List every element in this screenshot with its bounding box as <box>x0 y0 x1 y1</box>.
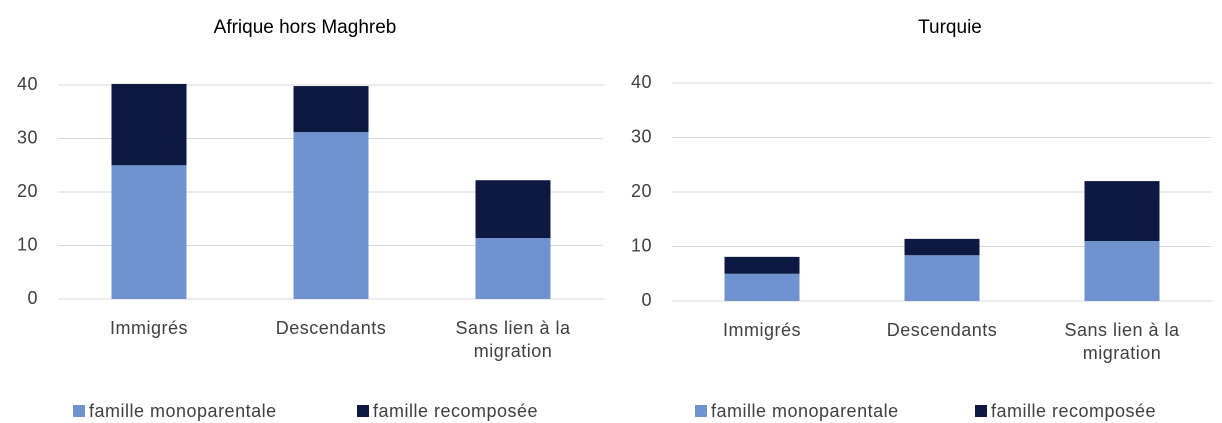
y-tick-label: 0 <box>27 288 38 308</box>
bar-segment <box>475 180 551 239</box>
x-tick-label-text: Sans lien à la migration <box>1064 320 1180 363</box>
legend-label: famille recomposée <box>991 401 1156 421</box>
x-tick-label: Descendants <box>275 318 387 338</box>
legend-label: famille monoparentale <box>89 401 277 421</box>
bar-segment <box>111 165 187 299</box>
chart-title: Turquie <box>918 17 982 38</box>
x-tick-label-text: Sans lien à la migration <box>455 318 571 361</box>
y-tick-label: 10 <box>17 234 38 254</box>
chart-title: Afrique hors Maghreb <box>214 17 397 38</box>
y-tick-label: 20 <box>631 181 652 201</box>
y-tick-label: 40 <box>631 72 652 92</box>
legend-swatch <box>695 405 707 417</box>
bar-segment <box>724 273 800 301</box>
bar-segment <box>904 238 980 256</box>
bar-segment <box>1084 181 1160 242</box>
x-tick-label: Immigrés <box>109 318 188 338</box>
x-tick-label-text: Descendants <box>275 318 387 338</box>
x-tick-label: Descendants <box>886 320 998 340</box>
bar-segment <box>904 255 980 301</box>
legend-swatch <box>357 405 369 417</box>
bar-segment <box>293 132 369 299</box>
legend-swatch <box>73 405 85 417</box>
y-tick-label: 0 <box>641 290 652 310</box>
legend-label: famille monoparentale <box>711 401 899 421</box>
y-tick-label: 30 <box>17 127 38 147</box>
bar-segment <box>724 256 800 274</box>
x-tick-label: Immigrés <box>722 320 801 340</box>
y-tick-label: 20 <box>17 181 38 201</box>
legend-label: famille recomposée <box>373 401 538 421</box>
x-tick-label-text: Descendants <box>886 320 998 340</box>
legend-swatch <box>975 405 987 417</box>
bar-segment <box>1084 241 1160 301</box>
bar-segment <box>475 238 551 299</box>
x-tick-label: Sans lien à la migration <box>1064 320 1180 363</box>
x-tick-label-text: Immigrés <box>722 320 801 340</box>
y-tick-label: 40 <box>17 74 38 94</box>
y-tick-label: 10 <box>631 235 652 255</box>
y-tick-label: 30 <box>631 126 652 146</box>
x-tick-label-text: Immigrés <box>109 318 188 338</box>
x-tick-label: Sans lien à la migration <box>455 318 571 361</box>
bar-segment <box>293 86 369 133</box>
bar-segment <box>111 83 187 166</box>
